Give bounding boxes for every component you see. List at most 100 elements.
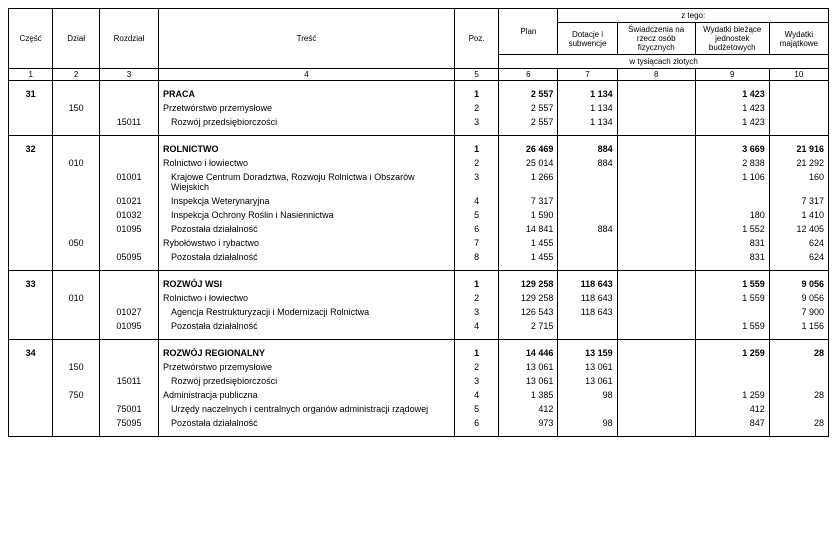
cell <box>617 416 695 437</box>
cell <box>9 360 53 374</box>
cell <box>9 416 53 437</box>
cell <box>53 340 99 361</box>
cell: 160 <box>769 170 828 194</box>
cell <box>9 101 53 115</box>
cell <box>558 236 617 250</box>
cell <box>558 250 617 271</box>
cell: Inspekcja Weterynaryjna <box>159 194 455 208</box>
cell <box>53 305 99 319</box>
cell: 1 <box>454 271 498 292</box>
cell: 1 <box>454 136 498 157</box>
cell <box>99 388 158 402</box>
cell: Rolnictwo i łowiectwo <box>159 291 455 305</box>
cell: 624 <box>769 250 828 271</box>
cell: 6 <box>454 416 498 437</box>
cell <box>99 271 158 292</box>
cell: 3 <box>454 170 498 194</box>
cell: 1 385 <box>499 388 558 402</box>
cell: 13 061 <box>558 360 617 374</box>
cell: Pozostała działalność <box>159 416 455 437</box>
cell: 13 061 <box>499 374 558 388</box>
cell: 4 <box>454 319 498 340</box>
cell: Rolnictwo i łowiectwo <box>159 156 455 170</box>
cell: 14 446 <box>499 340 558 361</box>
coln-3: 3 <box>99 69 158 81</box>
cell <box>617 305 695 319</box>
cell <box>558 208 617 222</box>
cell <box>53 170 99 194</box>
cell: 9 056 <box>769 291 828 305</box>
cell: 21 916 <box>769 136 828 157</box>
cell: Przetwórstwo przemysłowe <box>159 360 455 374</box>
cell: 1 156 <box>769 319 828 340</box>
th-unit: w tysiącach złotych <box>499 55 829 69</box>
cell: Przetwórstwo przemysłowe <box>159 101 455 115</box>
cell: 1 559 <box>695 319 769 340</box>
s33-title: ROZWÓJ WSI <box>159 271 455 292</box>
cell: 831 <box>695 250 769 271</box>
cell <box>617 360 695 374</box>
cell: 973 <box>499 416 558 437</box>
cell: 5 <box>454 402 498 416</box>
cell: 1 266 <box>499 170 558 194</box>
cell: 25 014 <box>499 156 558 170</box>
cell: 14 841 <box>499 222 558 236</box>
cell <box>9 319 53 340</box>
cell <box>99 360 158 374</box>
s32-title: ROLNICTWO <box>159 136 455 157</box>
cell: 75001 <box>99 402 158 416</box>
cell: 010 <box>53 156 99 170</box>
cell <box>617 402 695 416</box>
cell: 28 <box>769 340 828 361</box>
cell: 15011 <box>99 115 158 136</box>
cell: 1 590 <box>499 208 558 222</box>
cell: 01095 <box>99 319 158 340</box>
cell <box>617 319 695 340</box>
cell: 13 061 <box>499 360 558 374</box>
cell <box>617 194 695 208</box>
cell <box>617 374 695 388</box>
cell <box>9 115 53 136</box>
s33-czesc: 33 <box>9 271 53 292</box>
th-ztego: z tego: <box>558 9 829 23</box>
cell: 1 559 <box>695 271 769 292</box>
cell: 9 056 <box>769 271 828 292</box>
cell <box>99 156 158 170</box>
s34-title: ROZWÓJ REGIONALNY <box>159 340 455 361</box>
th-dzial: Dział <box>53 9 99 69</box>
cell <box>53 115 99 136</box>
cell: 1 423 <box>695 115 769 136</box>
cell: Krajowe Centrum Doradztwa, Rozwoju Rolni… <box>159 170 455 194</box>
cell: 150 <box>53 101 99 115</box>
cell <box>617 208 695 222</box>
cell: 13 159 <box>558 340 617 361</box>
cell <box>53 250 99 271</box>
cell <box>99 291 158 305</box>
cell: 2 715 <box>499 319 558 340</box>
cell <box>695 305 769 319</box>
cell <box>695 360 769 374</box>
cell: 3 <box>454 374 498 388</box>
cell: 412 <box>695 402 769 416</box>
cell <box>617 271 695 292</box>
cell: 1 134 <box>558 81 617 102</box>
cell: 05095 <box>99 250 158 271</box>
coln-7: 7 <box>558 69 617 81</box>
cell: 1 134 <box>558 101 617 115</box>
cell <box>53 194 99 208</box>
cell: 1 134 <box>558 115 617 136</box>
cell <box>558 170 617 194</box>
cell: 4 <box>454 194 498 208</box>
cell: 750 <box>53 388 99 402</box>
cell: Pozostała działalność <box>159 222 455 236</box>
cell <box>558 194 617 208</box>
cell: 8 <box>454 250 498 271</box>
th-poz: Poz. <box>454 9 498 69</box>
cell <box>99 236 158 250</box>
cell: 1 <box>454 340 498 361</box>
cell: 5 <box>454 208 498 222</box>
cell: 28 <box>769 416 828 437</box>
cell: 2 <box>454 291 498 305</box>
cell <box>9 156 53 170</box>
cell <box>9 170 53 194</box>
